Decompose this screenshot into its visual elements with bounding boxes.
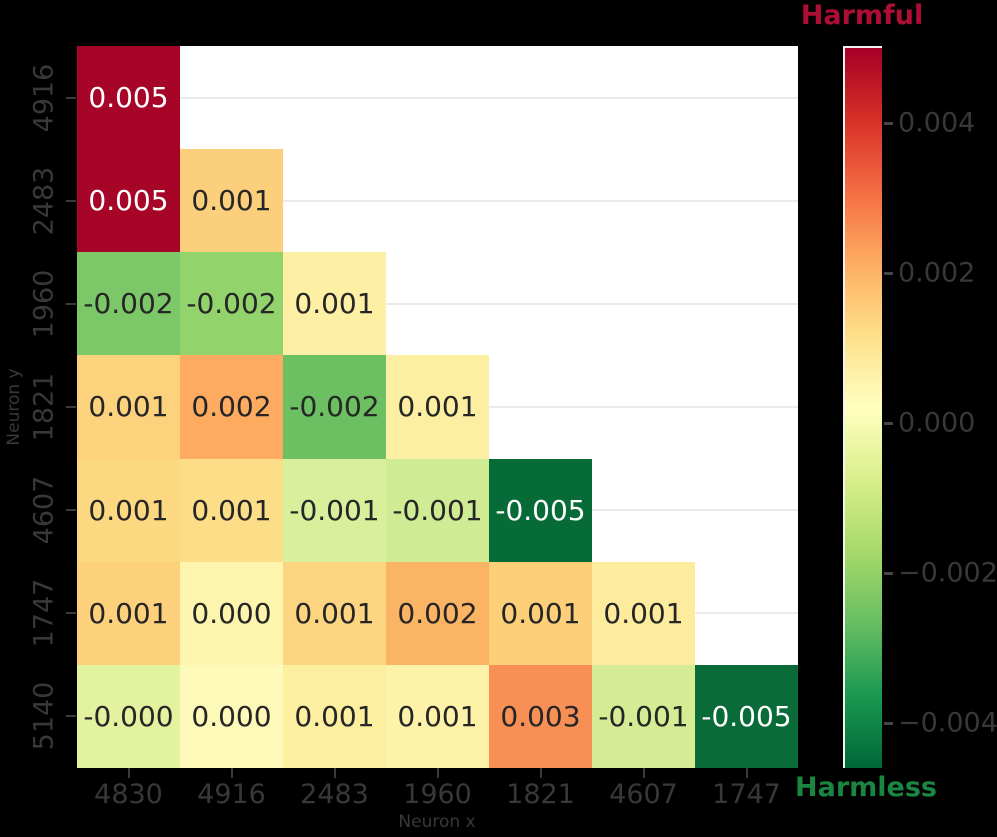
x-tick-mark <box>642 768 645 778</box>
heatmap-cell: 0.002 <box>180 355 283 459</box>
heatmap-cell: 0.005 <box>77 46 180 150</box>
heatmap-cell: -0.005 <box>489 458 592 562</box>
colorbar-tick-mark <box>884 571 893 575</box>
gridline <box>77 96 798 99</box>
heatmap-cell: 0.001 <box>592 561 695 665</box>
heatmap-cell: -0.001 <box>386 458 489 562</box>
heatmap-cell: -0.001 <box>592 664 695 768</box>
y-axis-title: Neuron y <box>4 368 24 446</box>
gridline <box>77 199 798 202</box>
y-tick-mark <box>66 96 76 99</box>
x-tick-label: 2483 <box>300 779 369 810</box>
colorbar-tick-label: 0.004 <box>898 107 976 139</box>
y-tick-mark <box>66 612 76 615</box>
x-tick-label: 4607 <box>609 779 678 810</box>
x-tick-mark <box>127 768 130 778</box>
heatmap-cell: -0.005 <box>695 664 798 768</box>
colorbar-tick-mark <box>884 121 893 125</box>
y-tick-label: 1960 <box>28 269 60 339</box>
heatmap-cell: -0.002 <box>283 355 386 459</box>
x-tick-label: 1747 <box>712 779 781 810</box>
x-tick-label: 4916 <box>197 779 266 810</box>
y-tick-mark <box>66 406 76 408</box>
x-tick-mark <box>745 768 748 778</box>
colorbar-tick-mark <box>884 721 893 725</box>
heatmap-cell: 0.001 <box>283 561 386 665</box>
heatmap-cell: 0.001 <box>386 664 489 768</box>
colorbar-tick-label: 0.002 <box>898 257 976 289</box>
x-tick-label: 4830 <box>94 779 163 810</box>
heatmap-cell: -0.002 <box>77 252 180 356</box>
colorbar-label-harmful: Harmful <box>800 0 924 31</box>
heatmap-cell: -0.001 <box>283 458 386 562</box>
heatmap-cell: 0.001 <box>283 252 386 356</box>
x-tick-mark <box>436 768 439 778</box>
colorbar-tick-mark <box>884 271 893 275</box>
heatmap-cell: -0.002 <box>180 252 283 356</box>
y-tick-label: 4916 <box>28 63 60 132</box>
colorbar-label-harmless: Harmless <box>795 772 937 803</box>
y-tick-label: 4607 <box>28 475 60 545</box>
heatmap-cell: 0.001 <box>386 355 489 459</box>
y-tick-label: 1821 <box>28 372 60 442</box>
heatmap-cell: 0.000 <box>180 561 283 665</box>
y-tick-label: 1747 <box>28 578 60 648</box>
y-tick-label: 5140 <box>28 682 60 751</box>
heatmap-cell: 0.001 <box>489 561 592 665</box>
y-tick-mark <box>66 509 76 512</box>
x-tick-label: 1960 <box>403 779 472 810</box>
heatmap-cell: 0.001 <box>77 561 180 665</box>
y-tick-mark <box>66 715 76 718</box>
heatmap-cell: 0.001 <box>180 149 283 253</box>
heatmap-cell: 0.003 <box>489 664 592 768</box>
heatmap-cell: -0.000 <box>77 664 180 768</box>
x-axis-title: Neuron x <box>398 812 476 832</box>
y-tick-mark <box>66 199 76 202</box>
colorbar-gradient <box>843 46 882 768</box>
colorbar-tick-label: −0.004 <box>898 707 997 739</box>
y-tick-label: 2483 <box>28 166 60 236</box>
heatmap-cell: 0.000 <box>180 664 283 768</box>
heatmap-cell: 0.001 <box>180 458 283 562</box>
x-tick-mark <box>539 768 542 778</box>
heatmap-cell: 0.001 <box>77 355 180 459</box>
x-tick-label: 1821 <box>506 779 575 810</box>
x-tick-mark <box>333 768 336 778</box>
colorbar-tick-label: 0.000 <box>898 407 976 439</box>
heatmap-plot-area: 0.005 0.005 0.001 -0.002 -0.002 0.001 0.001 0.0… <box>77 46 798 768</box>
heatmap-cell: 0.001 <box>283 664 386 768</box>
colorbar-tick-label: −0.002 <box>898 557 997 589</box>
colorbar-tick-mark <box>884 421 893 425</box>
heatmap-cell: 0.005 <box>77 149 180 253</box>
heatmap-cell: 0.002 <box>386 561 489 665</box>
heatmap-cell: 0.001 <box>77 458 180 562</box>
x-tick-mark <box>230 768 233 778</box>
y-tick-mark <box>66 302 76 305</box>
gridline <box>77 302 798 305</box>
